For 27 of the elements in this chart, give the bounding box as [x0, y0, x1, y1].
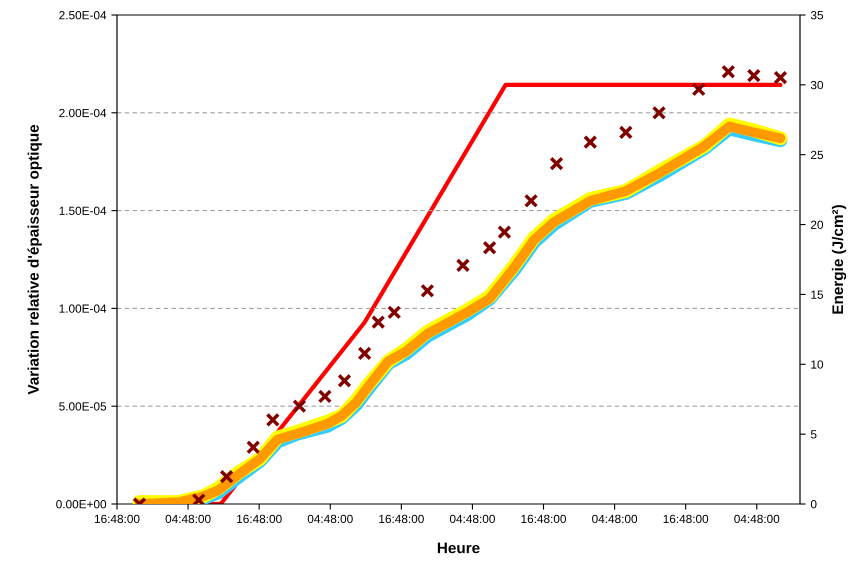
- x-tick-label: 04:48:00: [308, 514, 353, 524]
- x-tick-label: 16:48:00: [664, 514, 708, 524]
- y2-tick-label: 15: [811, 290, 824, 299]
- y2-tick-label: 10: [811, 360, 824, 369]
- y2-axis-title: Energie (J/cm²): [832, 205, 846, 314]
- y2-tick-label: 5: [810, 430, 816, 439]
- x-tick-label: 16:48:00: [521, 514, 566, 524]
- y-tick-label: 0.00E+00: [56, 500, 106, 508]
- x-axis-title: Heure: [438, 542, 480, 554]
- y-tick-label: 1.00E-04: [60, 304, 106, 313]
- x-tick-label: 04:48:00: [450, 514, 495, 524]
- y2-tick-label: 0: [810, 500, 817, 508]
- y-tick-label: 2.50E-04: [59, 11, 106, 20]
- y2-tick-label: 20: [811, 220, 824, 229]
- y-tick-label: 1.50E-04: [60, 206, 106, 215]
- x-tick-label: 04:48:00: [592, 514, 638, 524]
- y-axis-title: Variation relative d'épaisseur optique: [27, 124, 42, 395]
- x-tick-label: 04:48:00: [734, 514, 780, 524]
- y2-tick-label: 30: [810, 80, 824, 90]
- y-tick-label: 2.00E-04: [59, 108, 106, 118]
- x-tick-label: 16:48:00: [237, 514, 282, 524]
- y2-tick-label: 25: [811, 150, 824, 160]
- y2-tick-label: 35: [810, 11, 824, 20]
- x-tick-label: 16:48:00: [379, 514, 424, 524]
- x-tick-label: 16:48:00: [94, 514, 140, 524]
- y-tick-label: 5.00E-05: [59, 402, 106, 411]
- x-tick-label: 04:48:00: [166, 514, 211, 524]
